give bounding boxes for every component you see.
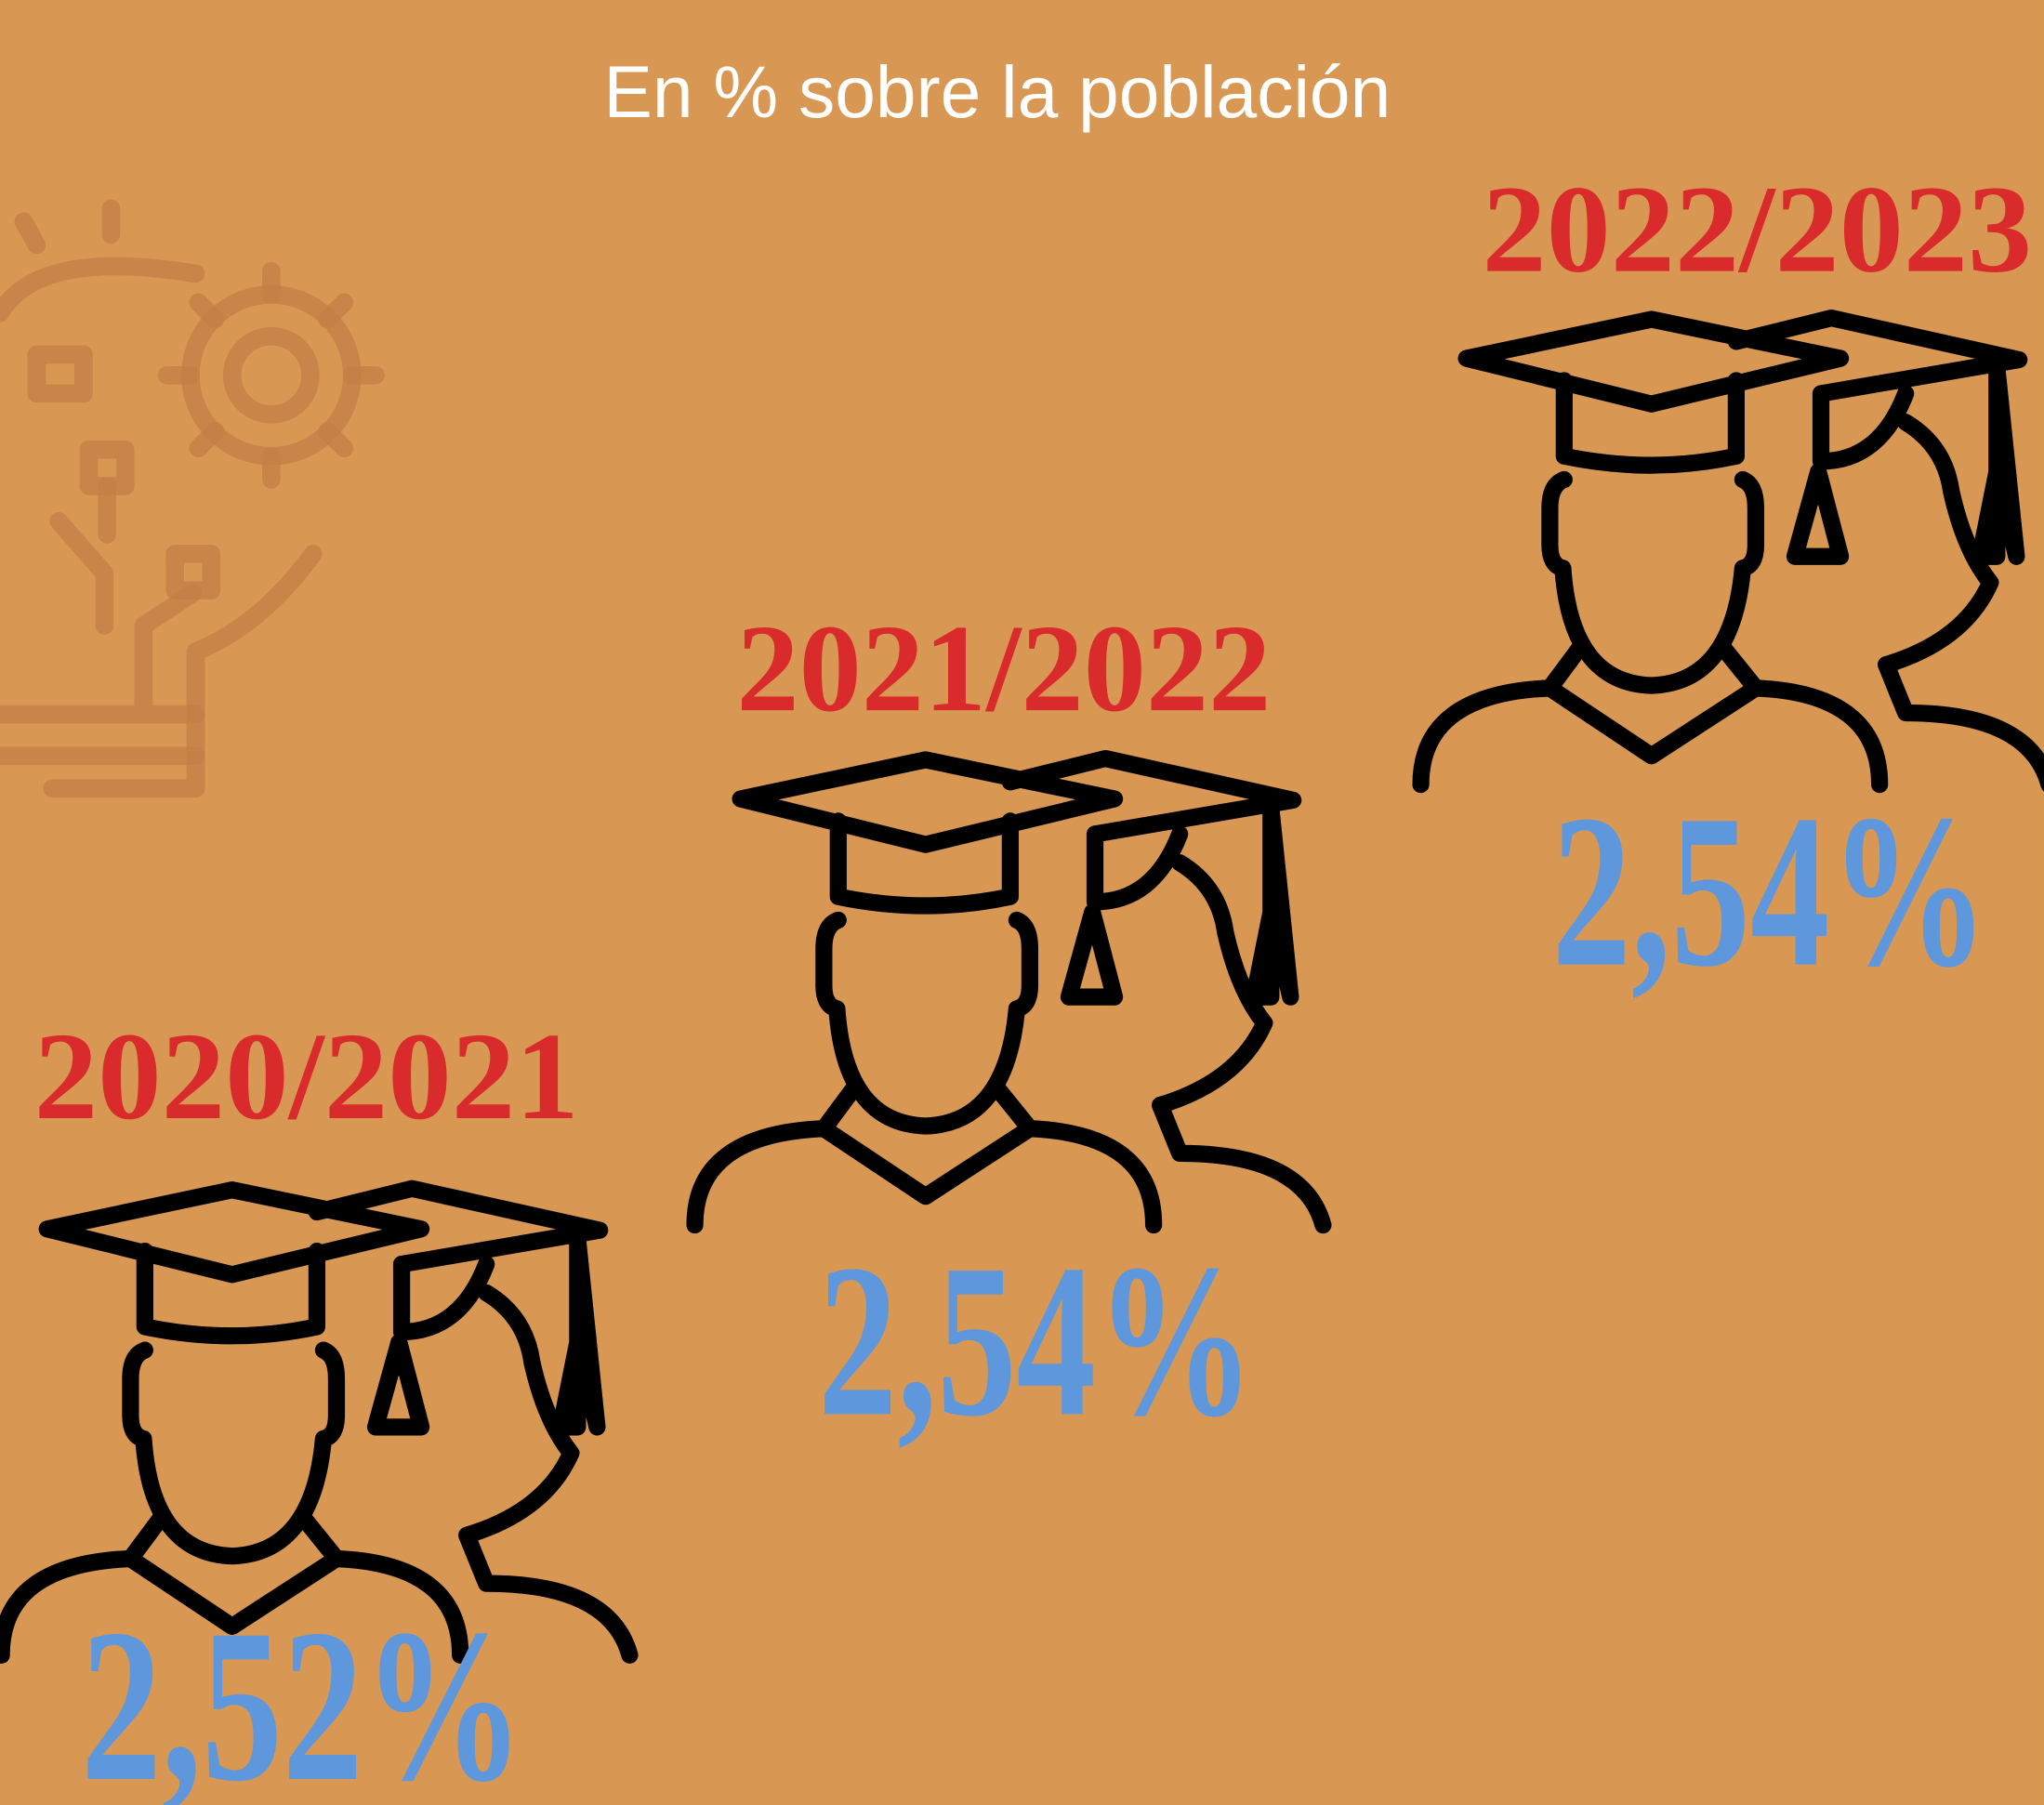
year-label: 2020/2021: [34, 1008, 579, 1146]
value-label: 2,52%: [81, 1584, 524, 1805]
lightbulb-icon: [0, 199, 385, 798]
value-label: 2,54%: [818, 1219, 1255, 1461]
year-label: 2021/2022: [736, 599, 1271, 738]
year-label: 2022/2023: [1482, 161, 2032, 299]
subtitle: En % sobre la población: [603, 51, 1391, 133]
value-label: 2,54%: [1551, 770, 1988, 1012]
